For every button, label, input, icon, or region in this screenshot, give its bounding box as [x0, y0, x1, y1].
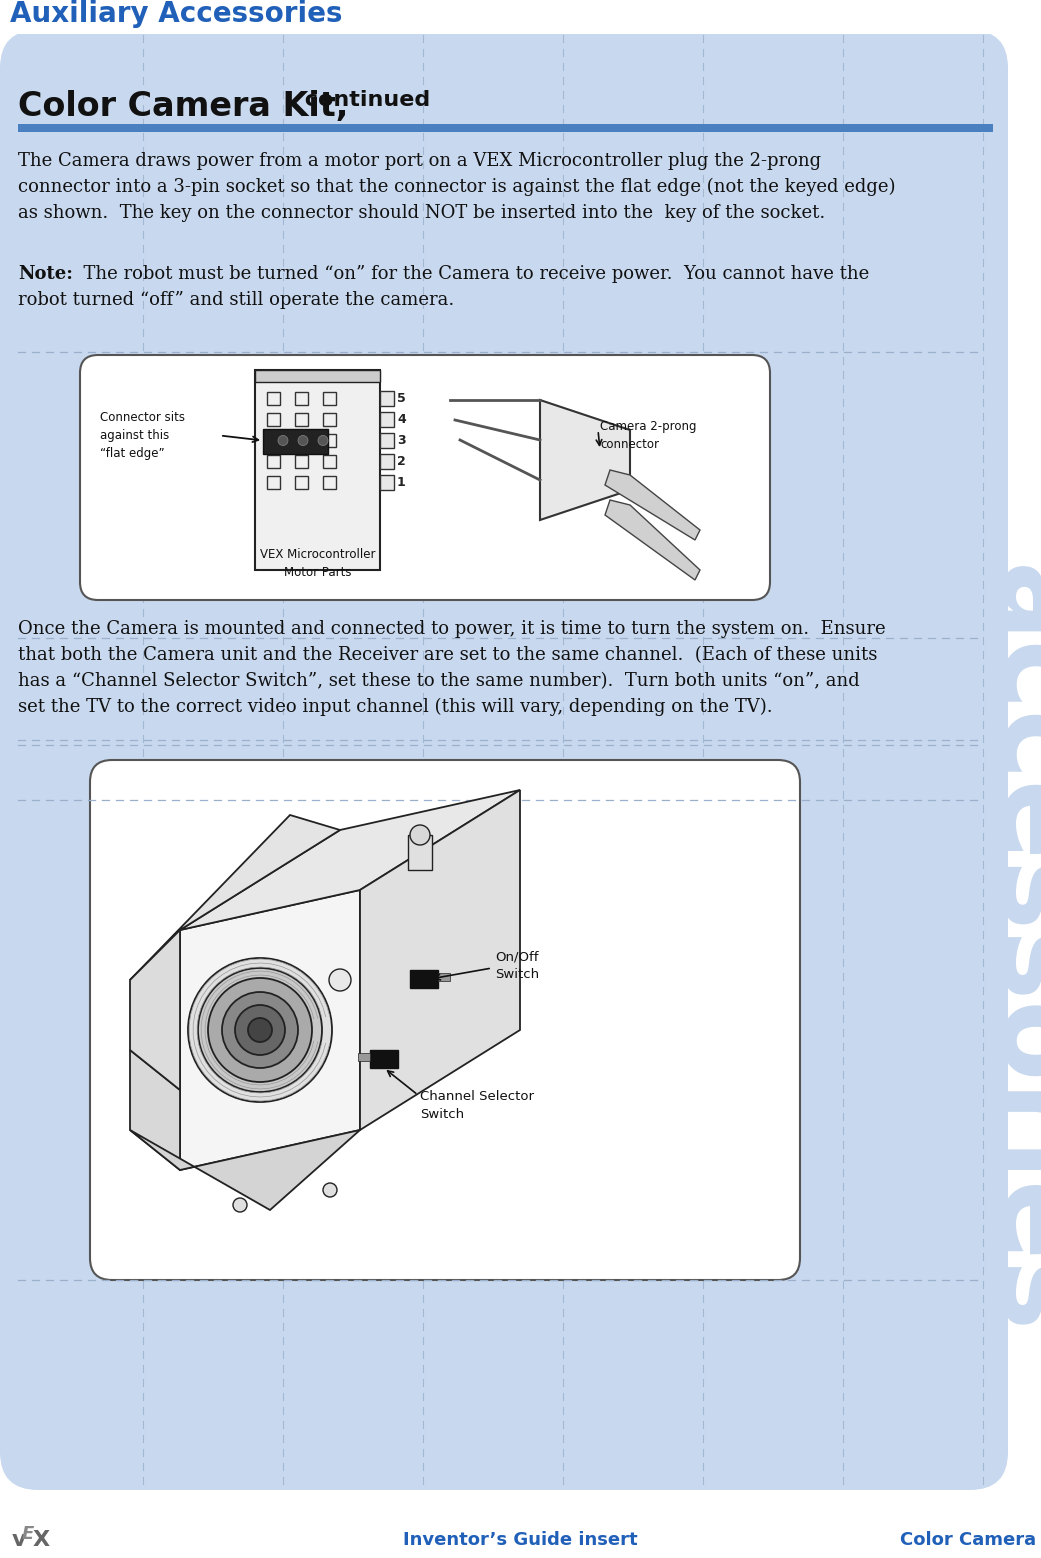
Bar: [380, 411, 393, 427]
Circle shape: [410, 826, 430, 844]
Bar: [358, 1053, 370, 1061]
Text: Connector sits
against this
“flat edge”: Connector sits against this “flat edge”: [100, 410, 185, 460]
Polygon shape: [130, 930, 180, 1091]
Bar: [266, 393, 280, 405]
Bar: [0, 1505, 1041, 1558]
FancyBboxPatch shape: [90, 760, 799, 1281]
Text: robot turned “off” and still operate the camera.: robot turned “off” and still operate the…: [18, 291, 454, 308]
Bar: [370, 1050, 398, 1067]
Text: accessories: accessories: [972, 566, 1041, 1335]
Text: 3: 3: [397, 435, 406, 447]
Circle shape: [278, 436, 288, 446]
Bar: [380, 453, 393, 469]
Bar: [295, 455, 308, 467]
Bar: [410, 971, 438, 988]
Text: On/Off
Switch: On/Off Switch: [496, 950, 539, 982]
FancyBboxPatch shape: [0, 30, 1008, 1489]
Text: The robot must be turned “on” for the Camera to receive power.  You cannot have : The robot must be turned “on” for the Ca…: [72, 265, 869, 284]
Polygon shape: [180, 790, 520, 930]
Polygon shape: [360, 790, 520, 1130]
Circle shape: [298, 436, 308, 446]
Polygon shape: [540, 400, 630, 520]
Text: has a “Channel Selector Switch”, set these to the same number).  Turn both units: has a “Channel Selector Switch”, set the…: [18, 671, 860, 690]
Bar: [380, 391, 393, 407]
Text: continued: continued: [297, 90, 430, 111]
Text: 4: 4: [397, 413, 406, 425]
Bar: [323, 455, 336, 467]
Bar: [323, 393, 336, 405]
Bar: [295, 393, 308, 405]
Polygon shape: [130, 815, 340, 980]
Text: Inventor’s Guide insert: Inventor’s Guide insert: [403, 1532, 637, 1549]
Bar: [380, 433, 393, 449]
Polygon shape: [130, 1050, 180, 1170]
Bar: [295, 477, 308, 489]
Circle shape: [323, 1183, 337, 1197]
Bar: [295, 435, 308, 447]
Bar: [295, 413, 308, 425]
Bar: [408, 835, 432, 869]
Circle shape: [233, 1198, 247, 1212]
Polygon shape: [180, 890, 360, 1170]
Circle shape: [198, 968, 322, 1092]
Text: connector into a 3-pin socket so that the connector is against the flat edge (no: connector into a 3-pin socket so that th…: [18, 178, 895, 196]
Text: The Camera draws power from a motor port on a VEX Microcontroller plug the 2-pro: The Camera draws power from a motor port…: [18, 153, 821, 170]
Circle shape: [208, 978, 312, 1081]
Bar: [323, 477, 336, 489]
Polygon shape: [130, 1130, 360, 1211]
Bar: [266, 455, 280, 467]
Bar: [323, 435, 336, 447]
Text: Channel Selector
Switch: Channel Selector Switch: [420, 1091, 534, 1122]
Circle shape: [318, 436, 328, 446]
Bar: [18, 125, 993, 132]
Circle shape: [248, 1017, 272, 1042]
Text: 2: 2: [397, 455, 406, 467]
Polygon shape: [605, 500, 700, 580]
Text: as shown.  The key on the connector should NOT be inserted into the  key of the : as shown. The key on the connector shoul…: [18, 204, 826, 221]
Bar: [266, 477, 280, 489]
Text: Note:: Note:: [18, 265, 73, 284]
Text: Color Camera Kit,: Color Camera Kit,: [18, 90, 349, 123]
Bar: [255, 369, 380, 570]
Bar: [263, 428, 328, 453]
Circle shape: [222, 992, 298, 1067]
FancyBboxPatch shape: [80, 355, 770, 600]
Text: Camera 2-prong
connector: Camera 2-prong connector: [600, 421, 696, 450]
Text: set the TV to the correct video input channel (this will vary, depending on the : set the TV to the correct video input ch…: [18, 698, 772, 717]
Bar: [323, 413, 336, 425]
Circle shape: [329, 969, 351, 991]
Text: Color Camera Kit • 3: Color Camera Kit • 3: [900, 1532, 1041, 1549]
Text: 1: 1: [397, 477, 406, 489]
Bar: [380, 475, 393, 491]
Text: Auxiliary Accessories: Auxiliary Accessories: [10, 0, 342, 28]
Text: E: E: [22, 1525, 34, 1542]
Text: that both the Camera unit and the Receiver are set to the same channel.  (Each o: that both the Camera unit and the Receiv…: [18, 647, 878, 664]
Polygon shape: [605, 471, 700, 541]
Bar: [255, 369, 380, 382]
Text: Once the Camera is mounted and connected to power, it is time to turn the system: Once the Camera is mounted and connected…: [18, 620, 886, 637]
Bar: [0, 0, 1041, 34]
Bar: [266, 413, 280, 425]
Circle shape: [188, 958, 332, 1102]
Text: v: v: [12, 1530, 26, 1550]
Text: VEX Microcontroller
Motor Parts: VEX Microcontroller Motor Parts: [260, 548, 375, 580]
Bar: [438, 974, 450, 982]
Text: X: X: [33, 1530, 50, 1550]
Text: 5: 5: [397, 393, 406, 405]
Circle shape: [235, 1005, 285, 1055]
Bar: [266, 435, 280, 447]
